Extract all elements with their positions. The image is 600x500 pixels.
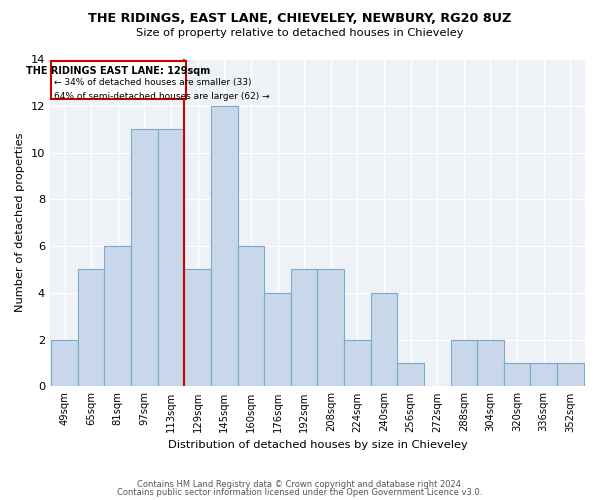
Text: Contains public sector information licensed under the Open Government Licence v3: Contains public sector information licen… bbox=[118, 488, 482, 497]
Bar bbox=[131, 129, 158, 386]
Bar bbox=[78, 270, 104, 386]
Bar bbox=[344, 340, 371, 386]
Text: 64% of semi-detached houses are larger (62) →: 64% of semi-detached houses are larger (… bbox=[54, 92, 269, 101]
Bar bbox=[451, 340, 477, 386]
Bar bbox=[238, 246, 264, 386]
Bar bbox=[317, 270, 344, 386]
Bar bbox=[371, 293, 397, 386]
Bar bbox=[530, 363, 557, 386]
Bar bbox=[184, 270, 211, 386]
Text: Size of property relative to detached houses in Chieveley: Size of property relative to detached ho… bbox=[136, 28, 464, 38]
Bar bbox=[477, 340, 504, 386]
Bar bbox=[104, 246, 131, 386]
Bar bbox=[211, 106, 238, 386]
Text: ← 34% of detached houses are smaller (33): ← 34% of detached houses are smaller (33… bbox=[54, 78, 251, 87]
Bar bbox=[51, 340, 78, 386]
Text: THE RIDINGS, EAST LANE, CHIEVELEY, NEWBURY, RG20 8UZ: THE RIDINGS, EAST LANE, CHIEVELEY, NEWBU… bbox=[88, 12, 512, 26]
Bar bbox=[504, 363, 530, 386]
Text: Contains HM Land Registry data © Crown copyright and database right 2024.: Contains HM Land Registry data © Crown c… bbox=[137, 480, 463, 489]
Bar bbox=[158, 129, 184, 386]
X-axis label: Distribution of detached houses by size in Chieveley: Distribution of detached houses by size … bbox=[167, 440, 467, 450]
FancyBboxPatch shape bbox=[51, 62, 187, 99]
Bar bbox=[397, 363, 424, 386]
Bar bbox=[557, 363, 584, 386]
Bar bbox=[264, 293, 291, 386]
Y-axis label: Number of detached properties: Number of detached properties bbox=[15, 133, 25, 312]
Bar bbox=[291, 270, 317, 386]
Text: THE RIDINGS EAST LANE: 129sqm: THE RIDINGS EAST LANE: 129sqm bbox=[26, 66, 211, 76]
